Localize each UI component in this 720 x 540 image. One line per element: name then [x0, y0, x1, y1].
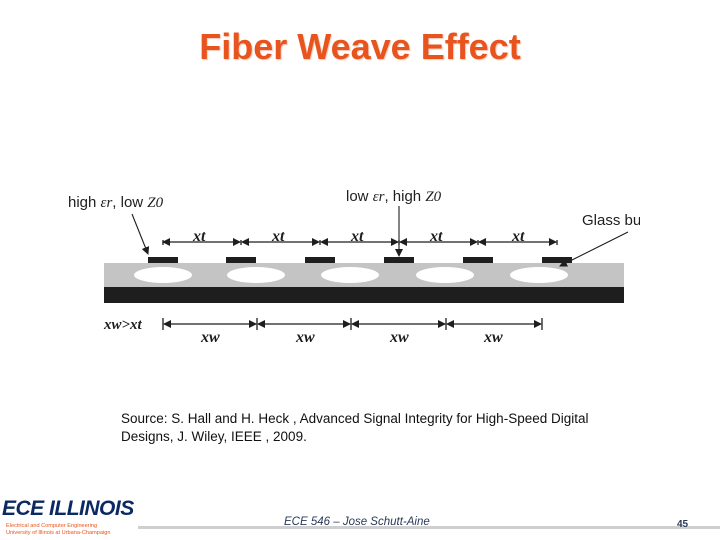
xw-dimension-row [162, 318, 543, 330]
logo-subtitle: Electrical and Computer Engineering Univ… [6, 523, 110, 537]
xw-gt-xt-label: xw>xt [103, 317, 143, 333]
footer-course: ECE 546 – Jose Schutt-Aine [284, 516, 430, 528]
z0-symbol: Z0 [425, 189, 441, 205]
xt-dimension-row [162, 238, 558, 246]
signal-trace [226, 257, 256, 263]
high-er-low-z0-label: high εr, low Z0 [68, 194, 164, 211]
signal-trace [463, 257, 493, 263]
glass-bundle-label: Glass bundle [582, 212, 640, 229]
signal-trace [305, 257, 335, 263]
low-er-high-z0-label: low εr, high Z0 [346, 188, 442, 205]
high-text: , high [384, 188, 425, 205]
signal-trace [384, 257, 414, 263]
high-prefix: high [68, 194, 101, 211]
source-line-2: Designs, J. Wiley, IEEE , 2009. [121, 429, 307, 444]
epsilon-r-symbol: εr [101, 195, 113, 211]
footer-divider [138, 526, 720, 529]
low-text: , low [112, 194, 147, 211]
xt-label: xt [271, 228, 285, 245]
glass-bundle [416, 267, 474, 283]
logo-ece: ECE [2, 497, 44, 520]
callout-arrows [131, 206, 629, 267]
signal-trace [148, 257, 178, 263]
slide-title: Fiber Weave Effect [199, 26, 521, 67]
logo-subtitle-line-1: Electrical and Computer Engineering [6, 523, 98, 529]
xw-label: xw [200, 329, 220, 346]
ece-illinois-logo: ECE ILLINOIS Electrical and Computer Eng… [2, 497, 136, 540]
page-number: 45 [677, 519, 689, 530]
xw-label: xw [295, 329, 315, 346]
glass-bundle [227, 267, 285, 283]
xw-label: xw [483, 329, 503, 346]
logo-wordmark: ECE ILLINOIS [2, 497, 134, 521]
xt-label: xt [192, 228, 206, 245]
logo-subtitle-line-2: University of Illinois at Urbana-Champai… [6, 530, 111, 536]
glass-bundle [510, 267, 568, 283]
epsilon-r-symbol: εr [373, 189, 385, 205]
xw-label: xw [389, 329, 409, 346]
signal-trace [542, 257, 572, 263]
glass-bundle [134, 267, 192, 283]
logo-illinois: ILLINOIS [49, 497, 134, 520]
fiber-weave-diagram: xt xt xt xt xt xw xw xw xw xw>xt high εr… [68, 188, 640, 346]
xt-label: xt [429, 228, 443, 245]
ground-plane [104, 287, 624, 303]
z0-symbol: Z0 [147, 195, 163, 211]
source-citation: Source: S. Hall and H. Heck , Advanced S… [121, 410, 641, 446]
xt-label: xt [350, 228, 364, 245]
xt-label: xt [511, 228, 525, 245]
glass-bundle [321, 267, 379, 283]
source-line-1: Source: S. Hall and H. Heck , Advanced S… [121, 411, 589, 426]
low-prefix: low [346, 188, 373, 205]
